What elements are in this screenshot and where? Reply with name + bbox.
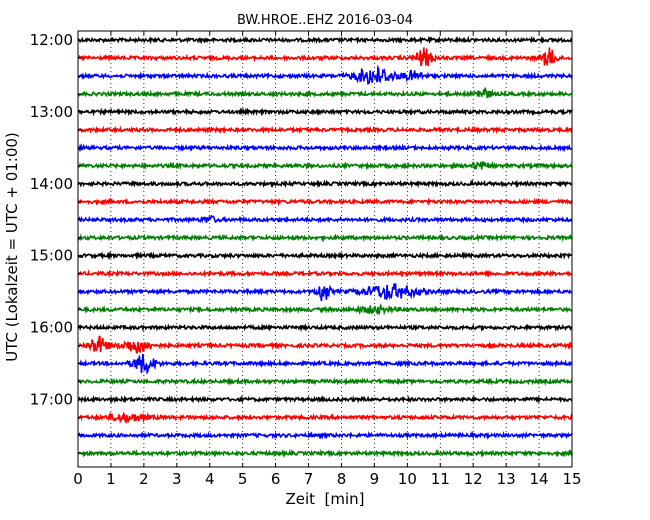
trace-1245 <box>77 87 573 99</box>
y-tick-label: 17:00 <box>30 390 73 408</box>
trace-1645 <box>77 376 573 387</box>
x-tick-label: 2 <box>139 470 149 488</box>
trace-1515 <box>77 269 573 279</box>
trace-1615 <box>77 335 573 354</box>
x-tick-label: 7 <box>304 470 314 488</box>
trace-1345 <box>77 160 573 171</box>
y-tick-label: 12:00 <box>30 31 73 49</box>
y-axis-label: UTC (Lokalzeit = UTC + 01:00) <box>3 132 21 362</box>
x-tick-label: 10 <box>398 470 417 488</box>
trace-1400 <box>77 179 573 189</box>
trace-1630 <box>77 353 573 375</box>
trace-1730 <box>77 430 573 441</box>
x-tick-label: 13 <box>497 470 516 488</box>
x-tick-label: 9 <box>370 470 380 488</box>
x-tick-label: 5 <box>238 470 248 488</box>
plot-frame <box>77 30 573 468</box>
x-tick-label: 12 <box>464 470 483 488</box>
trace-1315 <box>77 125 573 135</box>
trace-1545 <box>77 302 573 316</box>
y-axis: 12:00 13:00 14:00 15:00 16:00 17:00 <box>30 31 82 454</box>
x-axis-label: Zeit [min] <box>285 490 364 508</box>
trace-1530 <box>77 283 573 302</box>
trace-1230 <box>77 64 573 85</box>
x-tick-label: 4 <box>205 470 215 488</box>
trace-1500 <box>77 251 573 261</box>
trace-1330 <box>77 143 573 153</box>
x-tick-label: 1 <box>106 470 116 488</box>
trace-1430 <box>77 214 573 225</box>
x-tick-label: 0 <box>73 470 83 488</box>
seismic-traces <box>77 35 573 458</box>
y-tick-label: 16:00 <box>30 319 73 337</box>
chart-title: BW.HROE..EHZ 2016-03-04 <box>237 13 413 28</box>
x-tick-label: 3 <box>172 470 182 488</box>
trace-1700 <box>77 394 573 404</box>
trace-1600 <box>77 323 573 333</box>
trace-1215 <box>77 47 573 67</box>
trace-1745 <box>77 448 573 458</box>
x-tick-label: 14 <box>530 470 549 488</box>
x-tick-label: 15 <box>562 470 581 488</box>
trace-1415 <box>77 197 573 207</box>
y-tick-label: 15:00 <box>30 247 73 265</box>
x-axis: 0 1 2 3 4 5 6 7 8 9 10 11 12 13 14 15 <box>73 31 582 488</box>
grid-lines <box>110 31 540 467</box>
trace-1300 <box>77 107 573 117</box>
y-tick-label: 13:00 <box>30 103 73 121</box>
x-tick-label: 8 <box>337 470 347 488</box>
trace-1200 <box>77 35 573 45</box>
trace-1445 <box>77 233 573 243</box>
x-tick-label: 11 <box>431 470 450 488</box>
y-tick-label: 14:00 <box>30 175 73 193</box>
trace-1715 <box>77 411 573 424</box>
x-tick-label: 6 <box>271 470 281 488</box>
